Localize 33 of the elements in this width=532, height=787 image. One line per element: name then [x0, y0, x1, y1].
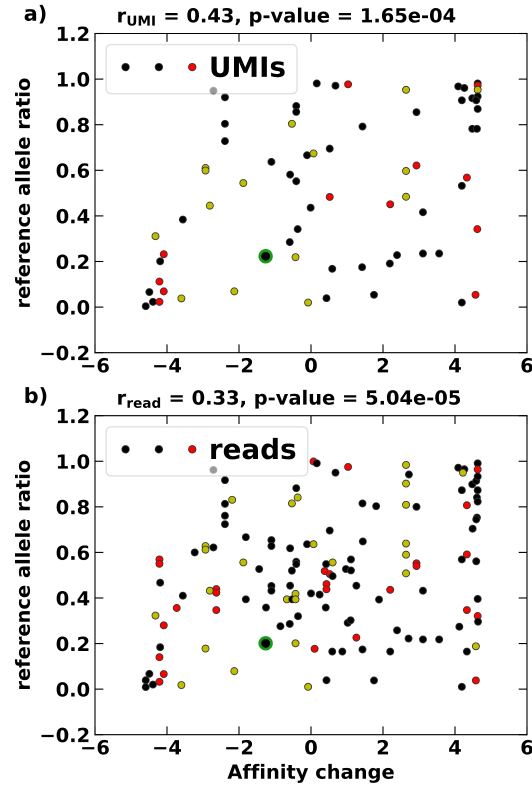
x-tick-label: 0 [305, 740, 317, 755]
y-tick-label: 0.2 [56, 636, 88, 652]
y-tick-label: 1.2 [58, 408, 88, 424]
x-tick-label: 4 [449, 740, 461, 754]
y-tick-label: 0.4 [56, 208, 90, 224]
legend-label: reads [211, 438, 296, 460]
y-tick-label: 1.0 [58, 454, 90, 469]
text: b) [25, 387, 46, 406]
y-tick-label: 0.6 [56, 545, 90, 560]
x-tick-label: −4 [154, 740, 182, 754]
y-tick-label: 0.4 [56, 590, 90, 606]
y-axis-title: reference allele ratio [15, 78, 30, 307]
chart-title: r$_{UMI}$ = 0.43, p-value = 1.65e-04 [118, 8, 456, 26]
x-tick-label: 0 [305, 358, 317, 373]
y-axis-title: reference allele ratio [15, 460, 30, 689]
y-tick-label: 0.0 [56, 300, 90, 315]
x-tick-label: −2 [226, 358, 252, 372]
y-tick-label: 1.0 [58, 72, 90, 87]
x-tick-label: 2 [378, 740, 388, 754]
x-tick-label: 2 [378, 358, 388, 372]
x-tick-label: 4 [449, 358, 461, 372]
y-tick-label: 0.8 [56, 500, 89, 515]
y-tick-label: 0.0 [56, 682, 90, 697]
y-tick-label: 0.6 [56, 163, 90, 178]
x-tick-label: −4 [154, 358, 182, 372]
y-tick-label: 1.2 [58, 26, 88, 41]
y-tick-label: 0.8 [56, 118, 89, 132]
y-tick-label: 0.2 [56, 254, 88, 270]
x-tick-label: −2 [226, 740, 252, 754]
x-axis-title: Affinity change [227, 764, 394, 783]
legend-label: UMIs [211, 56, 285, 78]
chart-title: r$_{read}$ = 0.33, p-value = 5.04e-05 [118, 390, 460, 409]
text: a) [24, 4, 46, 24]
